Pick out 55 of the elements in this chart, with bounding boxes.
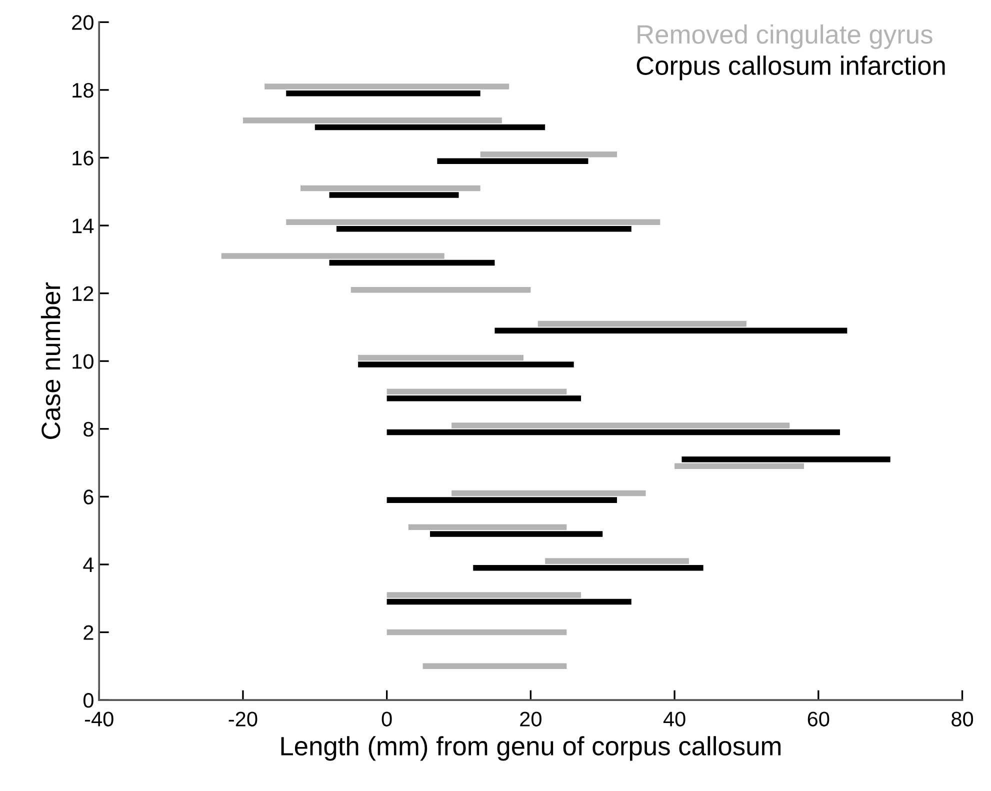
bar — [329, 260, 495, 266]
x-axis-title: Length (mm) from genu of corpus callosum — [281, 736, 780, 761]
y-tick-label: 14 — [72, 218, 94, 234]
x-tick-label: 20 — [520, 712, 542, 726]
bar — [264, 84, 510, 90]
bar — [674, 463, 804, 470]
x-tick-label: -40 — [84, 712, 114, 726]
bar — [473, 564, 704, 571]
bar — [286, 90, 480, 96]
x-tick-label: 80 — [952, 712, 974, 726]
y-tick-label: 2 — [84, 625, 94, 640]
bar — [286, 219, 660, 226]
bar — [538, 320, 746, 327]
y-tick-label: 6 — [84, 490, 94, 504]
x-tick-label: 60 — [808, 712, 830, 726]
y-tick-label: 20 — [72, 15, 94, 30]
bar — [682, 456, 890, 462]
bar — [350, 287, 531, 293]
y-tick-label: 0 — [83, 693, 94, 708]
bar — [242, 118, 502, 124]
bar — [386, 629, 567, 636]
bar — [408, 524, 567, 530]
bar — [437, 158, 588, 164]
text: Removed cingulate gyrus — [638, 24, 932, 50]
bar — [386, 592, 582, 598]
bar — [386, 388, 567, 394]
x-tick-label: 40 — [663, 712, 686, 726]
bar — [452, 490, 646, 496]
y-tick-label: 4 — [83, 558, 94, 572]
bar — [358, 354, 524, 361]
y-axis-title: Case number — [40, 282, 60, 439]
bar — [452, 422, 790, 428]
bar — [386, 598, 632, 605]
bar — [422, 663, 567, 670]
y-tick-label: 16 — [72, 150, 94, 166]
bar — [545, 558, 689, 564]
x-tick-label: -20 — [228, 712, 258, 726]
bar — [329, 192, 459, 198]
bar — [386, 429, 840, 436]
bar — [430, 531, 603, 537]
y-tick-label: 18 — [72, 82, 94, 98]
bar — [480, 151, 617, 158]
y-tick-label: 8 — [84, 422, 94, 437]
y-tick-label: 10 — [72, 354, 94, 369]
bar — [358, 362, 574, 368]
bar — [221, 253, 444, 259]
bar — [336, 226, 632, 232]
bar — [386, 395, 582, 402]
bar — [300, 185, 480, 192]
y-tick-label: 12 — [72, 286, 94, 301]
bar — [494, 328, 848, 334]
x-tick-label: 0 — [382, 712, 392, 726]
bar — [386, 497, 617, 503]
bar — [314, 124, 546, 130]
text: Corpus callosum infarction — [636, 56, 945, 80]
